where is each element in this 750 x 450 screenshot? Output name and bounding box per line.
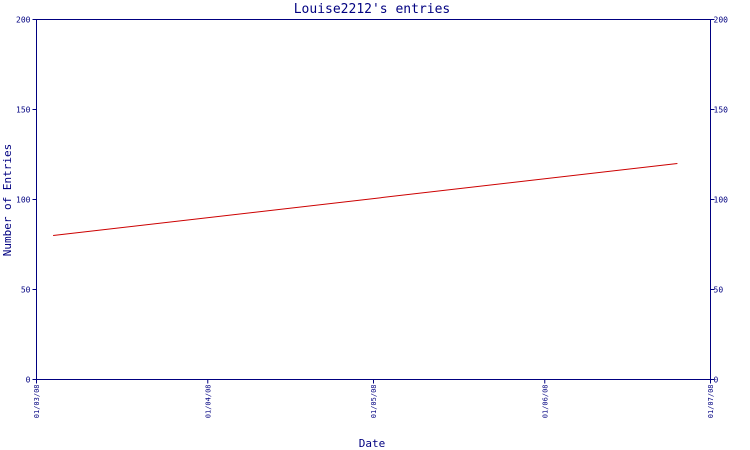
y-tick-label-right: 200 (714, 16, 729, 25)
y-tick-label-left: 100 (16, 196, 31, 205)
y-axis-label: Number of Entries (1, 144, 14, 257)
x-tick-label: 01/03/08 (33, 385, 41, 419)
chart-title: Louise2212's entries (294, 2, 451, 17)
plot-area-frame (36, 19, 711, 380)
y-tick-label-left: 200 (16, 16, 31, 25)
y-tick-label-right: 50 (714, 286, 724, 295)
x-tick-label: 01/04/08 (204, 385, 212, 419)
y-tick-label-right: 0 (714, 376, 719, 385)
series-line (53, 163, 678, 236)
y-axis-left-ticks: 0 50 100 150 200 (16, 16, 37, 385)
y-tick-label-right: 150 (714, 106, 729, 115)
y-tick-label-left: 0 (26, 376, 31, 385)
x-tick-label: 01/05/08 (370, 385, 378, 419)
y-tick-label-left: 150 (16, 106, 31, 115)
x-axis-ticks: 01/03/08 01/04/08 01/05/08 01/06/08 01/07/08 (33, 379, 715, 419)
y-tick-label-right: 100 (714, 196, 729, 205)
y-axis-right-ticks: 0 50 100 150 200 (710, 16, 729, 385)
x-axis-label: Date (359, 437, 386, 450)
x-tick-label: 01/07/08 (707, 385, 715, 419)
y-tick-label-left: 50 (21, 286, 31, 295)
x-tick-label: 01/06/08 (541, 385, 549, 419)
series-group (53, 163, 678, 236)
